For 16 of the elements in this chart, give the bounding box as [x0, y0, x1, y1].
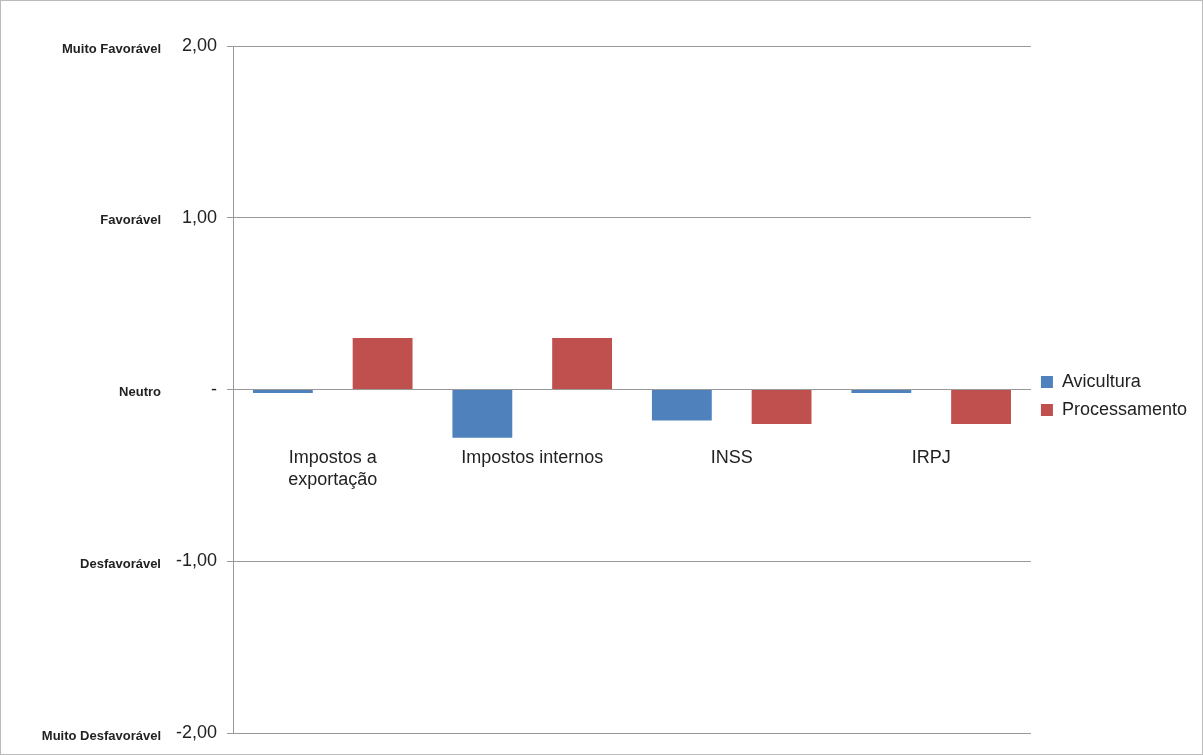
legend-label: Avicultura: [1061, 370, 1142, 391]
text: Muito Desfavorável: [41, 727, 161, 743]
text: Neutro: [119, 384, 162, 400]
x-tick-label: INSS: [710, 447, 753, 468]
x-tick-label: Impostos internos: [461, 447, 604, 468]
y-tick-label: 2,00: [181, 34, 217, 55]
x-tick-label: Impostos a exportação: [288, 447, 378, 489]
y-tick-label: 1,00: [181, 206, 217, 227]
y-tick-label: -: [211, 378, 217, 399]
text: Muito Favorável: [62, 40, 161, 56]
text: Favorável: [100, 212, 161, 228]
text: Desfavorável: [80, 555, 161, 571]
legend-label: Processamento: [1061, 398, 1187, 419]
y-tick-label: -2,00: [175, 722, 217, 743]
y-tick-label: -1,00: [175, 550, 217, 571]
x-tick-label: IRPJ: [911, 447, 951, 468]
